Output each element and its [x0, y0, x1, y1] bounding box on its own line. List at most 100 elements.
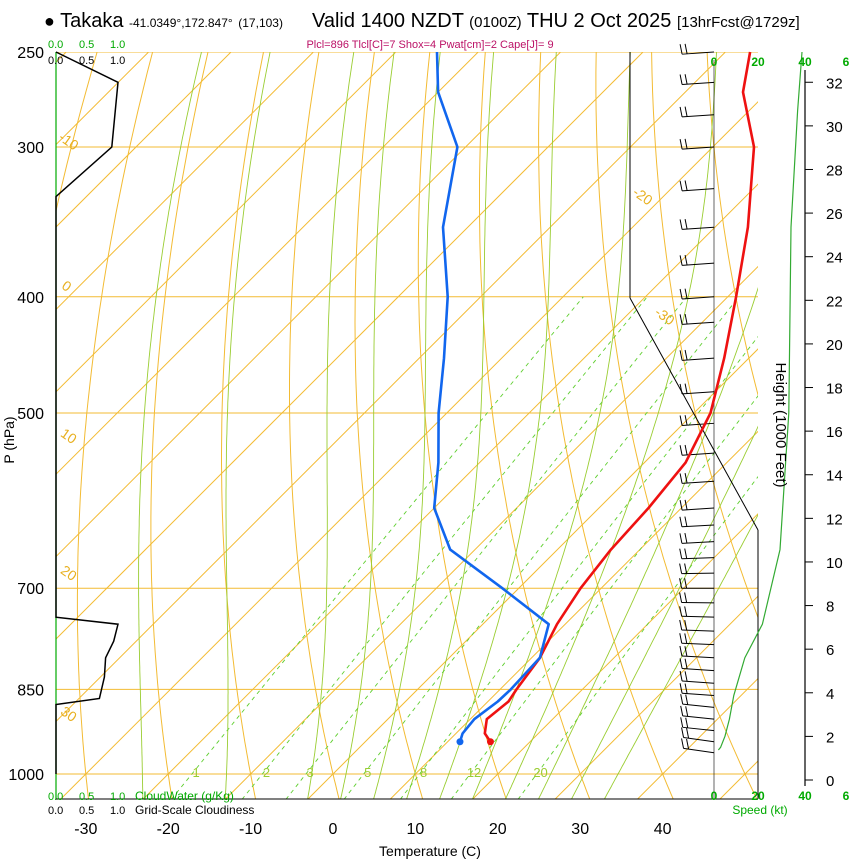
barb-flag	[679, 255, 683, 266]
barb-flag	[684, 633, 688, 644]
barb-flag	[684, 349, 688, 361]
barb-staff	[682, 667, 715, 672]
x-tick-label: -20	[157, 821, 180, 838]
height-tick-label: 30	[826, 119, 843, 136]
wind-speed-tick: 0	[711, 55, 718, 69]
barb-staff	[682, 680, 715, 684]
barb-flag	[680, 717, 684, 728]
isotherm	[142, 183, 758, 799]
isotherm-label: 20	[58, 562, 80, 584]
barb-flag	[681, 738, 685, 749]
station-name: Takaka	[60, 10, 124, 32]
barb-staff	[682, 480, 715, 484]
mixing-ratio-label: 3	[306, 765, 313, 780]
height-tick-label: 0	[826, 773, 834, 790]
isotherm	[472, 513, 758, 799]
x-axis-title: Temperature (C)	[379, 843, 481, 859]
wind-barb	[679, 180, 715, 192]
barb-flag	[679, 683, 683, 694]
barb-flag	[684, 254, 688, 266]
isotherm	[56, 52, 644, 640]
height-tick-label: 18	[826, 381, 843, 398]
barb-flag	[679, 500, 683, 511]
barb-flag	[679, 670, 683, 682]
barb-flag	[679, 473, 683, 484]
height-tick-label: 8	[826, 599, 834, 616]
isotherm-label: -20	[630, 184, 656, 209]
valid-date: THU 2 Oct 2025	[526, 10, 672, 32]
mixing-ratio-line	[241, 296, 648, 799]
barb-flag	[684, 219, 688, 230]
barb-flag	[679, 288, 683, 300]
barb-flag	[679, 645, 683, 657]
wind-speed-tick: 6	[843, 789, 850, 803]
wind-barb	[679, 563, 715, 575]
barb-staff	[681, 655, 715, 659]
wind-barb	[680, 705, 715, 720]
barb-flag	[679, 658, 683, 669]
isotherm-label: 0	[59, 277, 75, 295]
barb-flag	[680, 694, 684, 705]
moist-adiabat	[472, 52, 631, 799]
barb-flag	[684, 138, 688, 149]
height-tick-label: 12	[826, 511, 843, 528]
wind-barb	[679, 683, 715, 696]
barb-staff	[682, 452, 715, 456]
isotherm-label: 30	[58, 703, 80, 725]
barb-staff	[682, 262, 715, 266]
dry-adiabat	[479, 52, 591, 799]
height-tick-label: 24	[826, 250, 843, 267]
barb-flag	[684, 473, 688, 484]
wind-speed-profile	[717, 51, 803, 751]
wind-barb	[679, 516, 715, 528]
wind-barb	[679, 313, 715, 325]
barb-flag	[679, 516, 683, 527]
cloudwater-tick: 0.0	[48, 39, 63, 51]
wind-barb	[679, 592, 715, 604]
barb-flag	[679, 445, 683, 456]
station-grid: (17,103)	[238, 16, 283, 30]
barb-staff	[681, 557, 715, 560]
wind-barb	[679, 74, 715, 86]
wind-barb	[681, 727, 715, 743]
cloudiness-label: Grid-Scale Cloudiness	[135, 803, 254, 817]
wind-barb	[679, 658, 715, 672]
height-tick-label: 6	[826, 642, 834, 659]
height-tick-label: 2	[826, 729, 834, 746]
barb-flag	[684, 683, 688, 694]
isotherm	[389, 430, 758, 799]
barb-staff	[682, 703, 715, 708]
wind-barb	[679, 219, 715, 230]
cloudiness-tick: 0.5	[79, 805, 94, 817]
moist-adiabat	[138, 52, 202, 799]
dry-adiabat	[221, 52, 265, 799]
barb-staff	[682, 715, 715, 720]
mixing-ratio-line	[343, 296, 740, 799]
x-tick-label: 30	[571, 821, 589, 838]
barb-flag	[679, 578, 683, 589]
wind-barb	[679, 415, 715, 427]
wind-barb	[681, 738, 715, 754]
mixing-ratio-line	[450, 395, 758, 799]
wind-speed-tick: 6	[843, 55, 850, 69]
barb-flag	[679, 563, 683, 574]
wind-barb	[679, 288, 715, 300]
barb-staff	[682, 692, 715, 696]
cloudwater-tick: 0.5	[79, 791, 94, 803]
mixing-ratio-label: 12	[467, 765, 481, 780]
temperature-curve	[483, 51, 756, 743]
isotherm	[802, 31, 850, 800]
barb-flag	[684, 383, 688, 394]
isotherm	[0, 31, 5, 800]
y-tick-label: 500	[17, 406, 44, 423]
barb-flag	[684, 563, 688, 574]
dry-adiabat	[651, 52, 758, 619]
barb-staff	[681, 615, 715, 618]
moist-adiabat	[406, 52, 495, 799]
forecast-label: [13hrFcst@1729z]	[676, 14, 800, 31]
barb-flag	[679, 548, 683, 559]
wind-barb	[679, 43, 715, 55]
mixing-ratio-line	[170, 296, 584, 799]
moist-adiabat	[307, 52, 355, 799]
isotherm	[56, 52, 562, 558]
